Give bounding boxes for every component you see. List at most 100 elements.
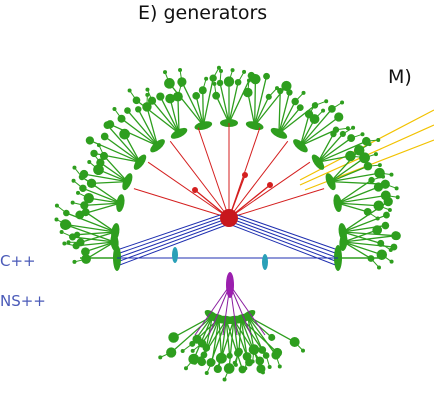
hadron [192,92,200,100]
decay [54,218,58,222]
decay [72,179,76,183]
hadron [227,353,233,359]
decay [217,66,221,70]
decay [205,371,209,375]
hadron [133,97,141,105]
decay [378,163,382,167]
hadron [156,92,164,100]
hadron [268,334,275,341]
decay [381,175,385,179]
hadron [60,219,71,230]
parton [229,162,310,218]
hadron [374,182,383,191]
decay [301,349,305,353]
decay [231,68,235,72]
decay [217,366,221,370]
decay [60,230,64,234]
parton-vertex [267,182,273,188]
hadron [263,352,270,359]
hadron [250,74,260,84]
beam-line [229,221,338,262]
decay [377,265,381,269]
cluster [115,194,126,213]
hadron-line [255,79,256,126]
decay [87,160,91,164]
decay [128,89,132,93]
decay [324,99,328,103]
decay [374,152,378,156]
label: NS++ [0,292,46,310]
decay [278,364,282,368]
decay [396,195,400,199]
decay [72,166,76,170]
hadron [124,107,131,114]
hadron [86,136,94,144]
decay [199,356,203,360]
hadron [383,212,390,219]
decay [395,186,399,190]
decay [212,82,216,86]
hadron [135,106,141,112]
decay [314,102,318,106]
beam-line [229,215,338,254]
hadron [106,120,114,128]
decay [234,363,238,367]
beam-line [229,224,338,266]
hadron [101,133,109,141]
hadron [263,73,270,80]
parton-vertex [192,187,198,193]
hadron-line [220,83,229,123]
decay [181,349,185,353]
mpi-blob [226,272,234,298]
hadron [80,170,88,178]
decay [368,142,372,146]
decay [351,126,355,130]
hadron [245,358,253,366]
hadron [330,131,336,137]
decay [71,201,75,205]
decay [223,378,227,382]
hadron [273,348,283,358]
decay [321,109,325,113]
parton [148,162,229,218]
hadron-line [203,78,213,125]
decay [376,138,380,142]
decay [62,241,66,245]
hadron-line [216,96,229,123]
decay [261,370,265,374]
event-diagram [0,0,434,417]
hadron [372,225,382,235]
hadron [340,131,346,137]
hadron [382,222,390,230]
decay [55,204,59,208]
decay [242,70,246,74]
decay [163,70,167,74]
decay [191,349,195,353]
hadron-line [248,92,255,125]
decay [72,260,76,264]
hadron [297,104,304,111]
small-blob [262,254,268,270]
decay [145,88,149,92]
hadron [87,179,96,188]
decay [361,132,365,136]
decay [184,366,188,370]
decay [268,365,272,369]
decay [219,69,223,73]
hadron [390,244,397,251]
decay [388,208,392,212]
parton [170,141,229,218]
subtitle-fragment: M) [388,66,412,88]
hadron-line [174,316,213,337]
beam-line [229,212,338,250]
decay [76,191,80,195]
hadron-line [92,182,128,184]
hadron [168,332,179,343]
hadron-line [203,90,204,125]
decay [340,100,344,104]
decay [302,91,306,95]
hadron-line [229,82,238,123]
small-blob [172,247,178,263]
hard-process [220,209,238,227]
hadron [286,89,292,95]
